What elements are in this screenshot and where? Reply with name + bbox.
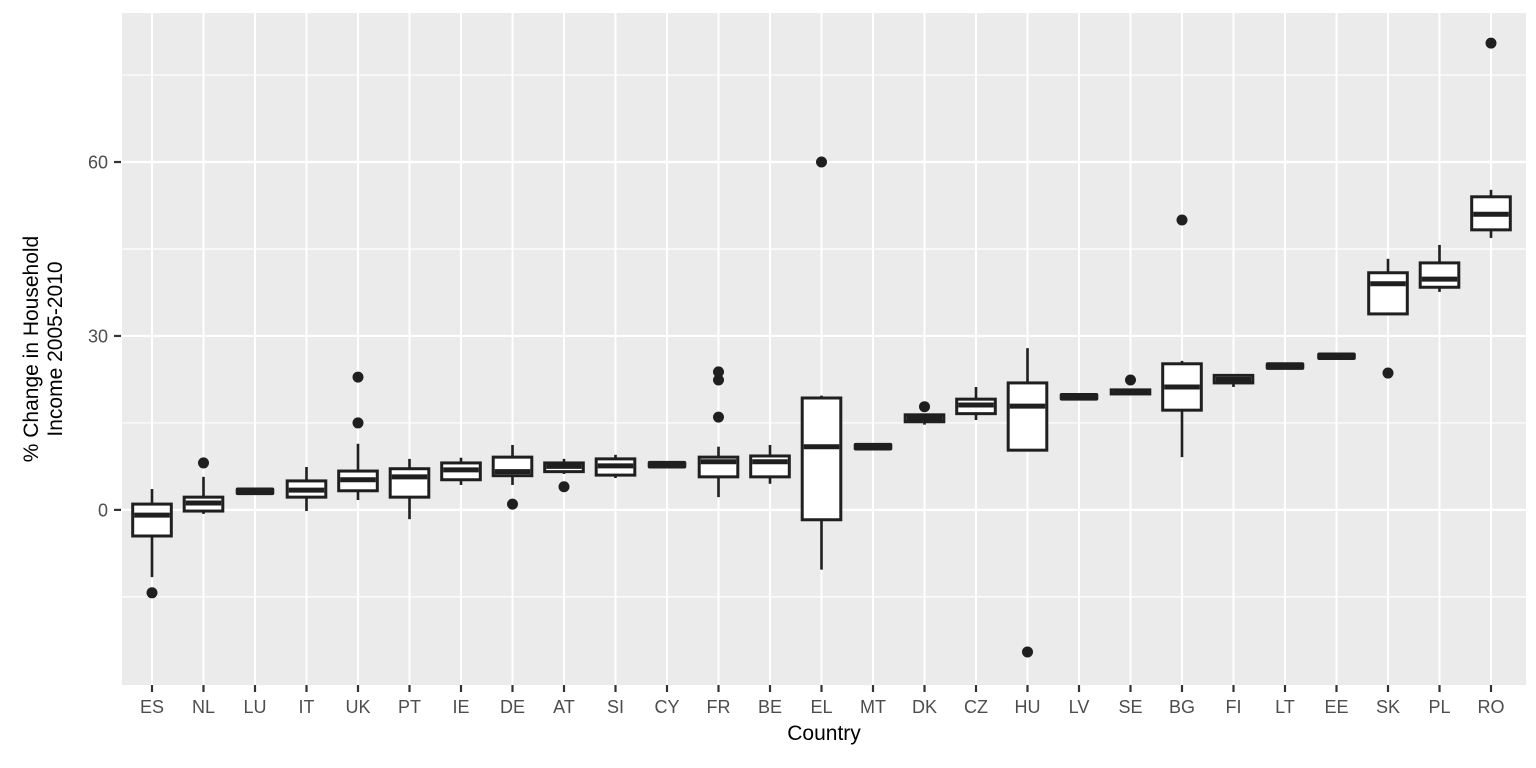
y-axis-title: % Change in Household Income 2005-2010	[20, 236, 68, 463]
x-tick-label-PT: PT	[398, 697, 421, 717]
outlier-point	[507, 498, 518, 510]
outlier-point	[558, 481, 570, 493]
y-tick-label-60: 60	[88, 153, 108, 173]
boxplot-RO	[1470, 37, 1512, 238]
median-bar	[853, 442, 893, 451]
y-axis-title-line1: % Change in Household	[20, 235, 43, 463]
x-tick-label-DK: DK	[912, 697, 937, 717]
boxplot-PL	[1418, 244, 1461, 292]
boxplot-EE	[1317, 352, 1356, 361]
median-bar	[647, 460, 687, 469]
x-tick-label-EE: EE	[1324, 697, 1348, 717]
outlier-point	[713, 366, 724, 378]
boxplot-SE	[1109, 374, 1152, 396]
outlier-point	[352, 417, 364, 429]
boxplot-NL	[182, 457, 225, 514]
outlier-point	[1022, 646, 1033, 658]
iqr-box	[749, 454, 791, 479]
x-tick-label-SI: SI	[607, 697, 624, 717]
boxplot-BG	[1161, 214, 1203, 458]
x-tick-label-EL: EL	[810, 697, 832, 717]
x-tick-label-DE: DE	[500, 697, 525, 717]
x-tick-label-HU: HU	[1015, 697, 1041, 717]
x-tick-label-BG: BG	[1169, 697, 1195, 717]
outlier-point	[1382, 367, 1394, 379]
panel-background	[122, 13, 1526, 685]
x-tick-label-AT: AT	[553, 697, 575, 717]
outlier-point	[713, 411, 724, 423]
boxplot-HU	[1006, 348, 1049, 658]
boxplot-DK	[903, 401, 946, 425]
boxplot-MT	[853, 442, 893, 451]
x-tick-label-IE: IE	[452, 697, 469, 717]
boxplot-UK	[337, 371, 379, 501]
x-tick-label-BE: BE	[758, 697, 782, 717]
boxplot-DE	[491, 444, 534, 510]
outlier-point	[713, 374, 724, 386]
boxplot-AT	[543, 458, 585, 493]
boxplot-SI	[594, 454, 637, 479]
x-tick-label-SE: SE	[1118, 697, 1142, 717]
boxplot-FR	[697, 366, 740, 498]
x-tick-label-UK: UK	[345, 697, 370, 717]
boxplot-PT	[388, 458, 431, 520]
x-tick-label-NL: NL	[192, 697, 215, 717]
boxplot-CZ	[955, 386, 997, 421]
x-tick-label-SK: SK	[1376, 697, 1400, 717]
x-tick-label-MT: MT	[860, 697, 886, 717]
boxplot-FI	[1212, 373, 1255, 387]
x-tick-label-CZ: CZ	[964, 697, 988, 717]
y-tick-label-0: 0	[98, 500, 108, 520]
median-bar	[1317, 352, 1356, 361]
boxplot-IT	[285, 466, 328, 512]
x-tick-label-FI: FI	[1226, 697, 1242, 717]
boxplot-LU	[235, 487, 275, 496]
y-tick-label-30: 30	[88, 326, 108, 346]
outlier-point	[146, 587, 158, 599]
median-bar	[1059, 393, 1099, 401]
y-axis-title-line2: Income 2005-2010	[44, 261, 67, 437]
outlier-point	[198, 457, 209, 469]
boxplot-SK	[1367, 258, 1409, 379]
outlier-point	[352, 371, 364, 383]
x-axis-title: Country	[787, 722, 861, 745]
x-tick-label-IT: IT	[299, 697, 315, 717]
iqr-box	[1006, 381, 1049, 452]
boxplot-ES	[131, 489, 173, 599]
iqr-box	[800, 396, 843, 522]
iqr-box	[1367, 271, 1409, 316]
x-tick-label-RO: RO	[1478, 697, 1505, 717]
outlier-point	[1125, 374, 1136, 386]
boxplot-EL	[800, 156, 843, 570]
x-tick-label-PL: PL	[1428, 697, 1450, 717]
outlier-point	[919, 401, 930, 413]
boxplot-LT	[1265, 362, 1305, 370]
x-tick-label-LU: LU	[243, 697, 266, 717]
boxplot-BE	[749, 444, 791, 484]
iqr-box	[388, 467, 431, 499]
x-tick-label-LT: LT	[1275, 697, 1295, 717]
iqr-box	[131, 502, 173, 538]
boxplot-IE	[440, 457, 482, 485]
outlier-point	[1485, 37, 1497, 49]
outlier-point	[1176, 214, 1188, 226]
x-tick-label-CY: CY	[654, 697, 679, 717]
median-bar	[1265, 362, 1305, 370]
median-bar	[235, 487, 275, 496]
boxplot-LV	[1059, 393, 1099, 401]
x-tick-label-LV: LV	[1069, 697, 1090, 717]
x-tick-label-FR: FR	[707, 697, 731, 717]
iqr-box	[1418, 261, 1461, 289]
outlier-point	[816, 156, 827, 168]
x-tick-label-ES: ES	[140, 697, 164, 717]
boxplot-CY	[647, 460, 687, 469]
